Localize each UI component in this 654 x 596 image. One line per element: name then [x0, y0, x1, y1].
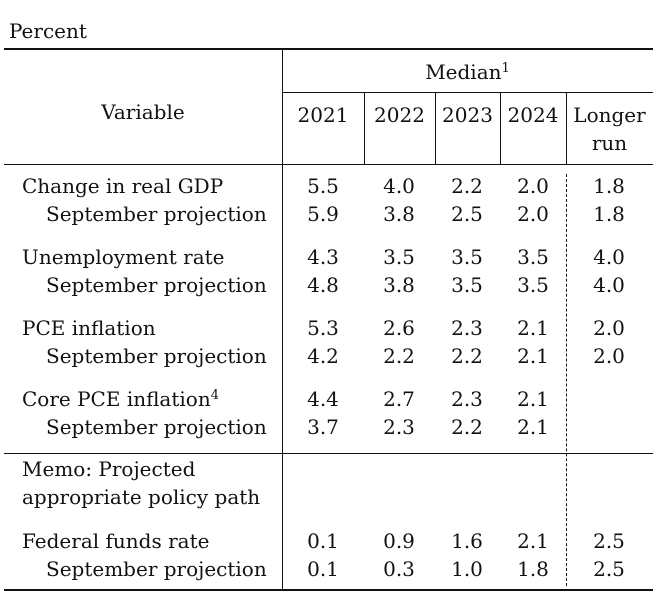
variable-header: Variable [101, 100, 185, 124]
year-header-2021: 2021 [297, 103, 349, 127]
table-cell-value: 4.3 [307, 245, 339, 269]
table-cell-value: 2.1 [517, 529, 549, 553]
longer-run-header-line2: run [591, 131, 628, 155]
projections-table: Median1 Variable 2021 2022 2023 2024 Lon… [4, 48, 653, 591]
year-divider-1 [364, 92, 365, 164]
table-cell-value: 3.8 [383, 273, 415, 297]
september-projection-label: September projection [46, 273, 267, 297]
memo-line-1: Memo: Projected [22, 457, 196, 481]
table-cell-value: 3.7 [307, 415, 339, 439]
table-cell-value: 5.9 [307, 202, 339, 226]
table-cell-value: 3.5 [383, 245, 415, 269]
table-cell-value: 2.0 [517, 174, 549, 198]
table-cell-value: 4.8 [307, 273, 339, 297]
table-cell-value: 3.5 [451, 245, 483, 269]
table-cell-value: 0.9 [383, 529, 415, 553]
memo-rule [4, 453, 653, 454]
table-cell-value: 2.5 [593, 557, 625, 581]
variable-label: Federal funds rate [22, 529, 210, 553]
table-cell-value: 3.8 [383, 202, 415, 226]
year-header-2024: 2024 [507, 103, 559, 127]
header-rule [4, 164, 653, 165]
table-cell-value: 5.5 [307, 174, 339, 198]
table-cell-value: 2.0 [517, 202, 549, 226]
table-cell-value: 2.5 [593, 529, 625, 553]
september-projection-label: September projection [46, 202, 267, 226]
table-cell-value: 1.8 [517, 557, 549, 581]
unit-label: Percent [9, 19, 87, 43]
table-cell-value: 1.0 [451, 557, 483, 581]
variable-label: PCE inflation [22, 316, 156, 340]
variable-label: Core PCE inflation4 [22, 387, 219, 411]
table-cell-value: 2.0 [593, 344, 625, 368]
table-cell-value: 2.0 [593, 316, 625, 340]
table-cell-value: 2.1 [517, 344, 549, 368]
year-divider-3 [500, 92, 501, 164]
table-cell-value: 2.1 [517, 415, 549, 439]
year-divider-2 [435, 92, 436, 164]
table-cell-value: 2.3 [451, 387, 483, 411]
table-cell-value: 2.3 [383, 415, 415, 439]
table-cell-value: 1.8 [593, 202, 625, 226]
table-cell-value: 4.0 [383, 174, 415, 198]
year-divider-4 [566, 92, 567, 164]
table-cell-value: 0.1 [307, 529, 339, 553]
year-header-2023: 2023 [442, 103, 493, 127]
table-cell-value: 3.5 [517, 273, 549, 297]
table-cell-value: 5.3 [307, 316, 339, 340]
table-cell-value: 2.1 [517, 316, 549, 340]
table-cell-value: 4.0 [593, 273, 625, 297]
table-cell-value: 1.6 [451, 529, 483, 553]
table-cell-value: 2.1 [517, 387, 549, 411]
table-cell-value: 2.2 [451, 415, 483, 439]
longer-run-dashed-divider [566, 174, 567, 586]
table-cell-value: 2.2 [451, 344, 483, 368]
year-header-2022: 2022 [374, 103, 425, 127]
september-projection-label: September projection [46, 344, 267, 368]
memo-line-2: appropriate policy path [22, 485, 261, 509]
table-cell-value: 2.2 [451, 174, 483, 198]
table-cell-value: 4.2 [307, 344, 339, 368]
september-projection-label: September projection [46, 557, 267, 581]
table-cell-value: 4.0 [593, 245, 625, 269]
table-cell-value: 2.3 [451, 316, 483, 340]
table-cell-value: 1.8 [593, 174, 625, 198]
variable-label: Change in real GDP [22, 174, 224, 198]
top-rule [4, 48, 653, 50]
variable-label: Unemployment rate [22, 245, 225, 269]
table-cell-value: 2.5 [451, 202, 483, 226]
longer-run-header-line1: Longer [573, 103, 646, 127]
table-cell-value: 0.1 [307, 557, 339, 581]
table-cell-value: 4.4 [307, 387, 339, 411]
median-underline [282, 92, 653, 93]
table-cell-value: 2.2 [383, 344, 415, 368]
table-cell-value: 2.7 [383, 387, 415, 411]
september-projection-label: September projection [46, 415, 267, 439]
table-cell-value: 3.5 [451, 273, 483, 297]
variable-column-divider [282, 48, 283, 591]
table-cell-value: 0.3 [383, 557, 415, 581]
table-cell-value: 2.6 [383, 316, 415, 340]
table-cell-value: 3.5 [517, 245, 549, 269]
bottom-rule [4, 589, 653, 591]
median-header: Median1 [425, 60, 510, 84]
